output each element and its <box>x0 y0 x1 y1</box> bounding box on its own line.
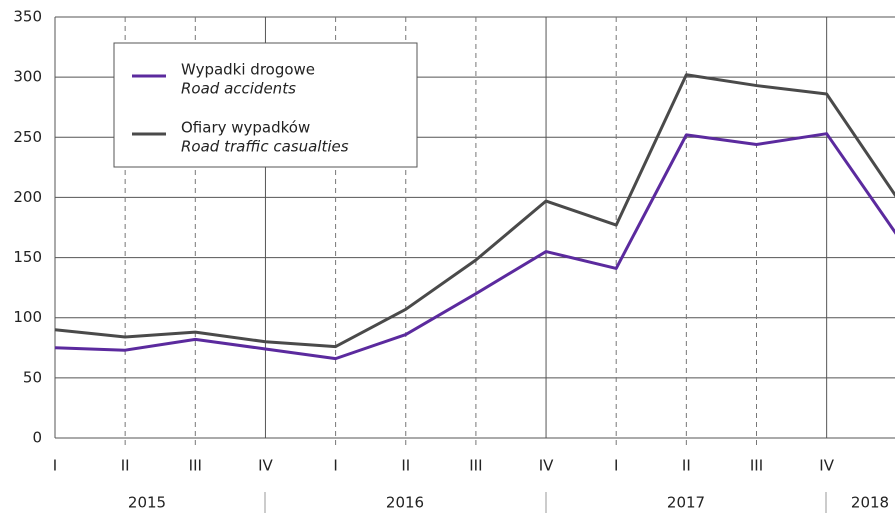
legend-box <box>113 42 418 168</box>
series-line <box>54 132 895 361</box>
x-tick-label: II <box>121 457 130 475</box>
y-tick-label: 150 <box>13 248 42 266</box>
legend-sublabel: Road traffic casualties <box>181 138 349 156</box>
x-tick-label: III <box>469 457 482 475</box>
x-tick-label: I <box>53 457 57 475</box>
x-tick-label: II <box>401 457 410 475</box>
y-tick-label: 100 <box>13 308 42 326</box>
x-tick-label: I <box>614 457 618 475</box>
year-label: 2016 <box>386 494 424 512</box>
x-tick-label: IV <box>819 457 834 475</box>
x-tick-label: I <box>333 457 337 475</box>
x-tick-label: II <box>682 457 691 475</box>
series-line <box>54 73 895 349</box>
year-label: 2017 <box>667 494 705 512</box>
y-tick-label: 300 <box>13 68 42 86</box>
legend-label: Ofiary wypadków <box>181 119 310 137</box>
y-tick-label: 350 <box>13 8 42 26</box>
y-tick-label: 250 <box>13 128 42 146</box>
y-tick-label: 200 <box>13 188 42 206</box>
x-tick-label: IV <box>258 457 273 475</box>
year-label: 2018 <box>851 494 889 512</box>
y-tick-label: 0 <box>32 429 42 447</box>
x-tick-label: IV <box>539 457 554 475</box>
legend-label: Wypadki drogowe <box>181 61 315 79</box>
y-tick-label: 50 <box>23 368 42 386</box>
x-tick-label: III <box>750 457 763 475</box>
x-tick-label: III <box>189 457 202 475</box>
year-label: 2015 <box>128 494 166 512</box>
legend-sublabel: Road accidents <box>181 80 296 98</box>
